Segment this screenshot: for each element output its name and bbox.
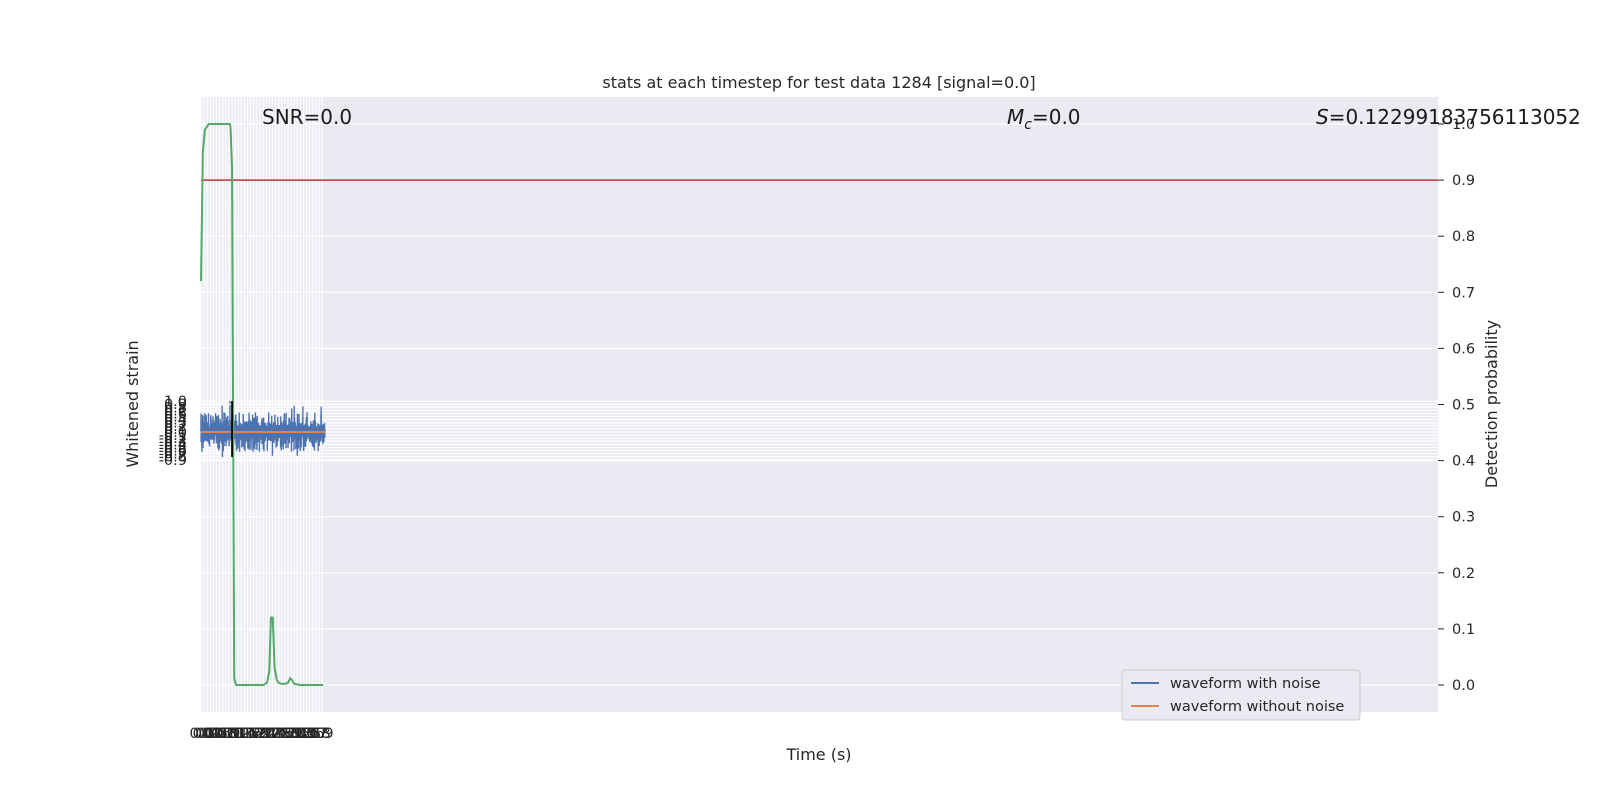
y-tick-label: 0.6 xyxy=(164,406,187,422)
noise-series xyxy=(200,401,326,458)
x-tick-label: 0.1 xyxy=(193,726,216,742)
x-tick-label: 3.1 xyxy=(286,726,309,742)
x-tick-label: 1.9 xyxy=(248,726,271,742)
x-tick-label: 3.9 xyxy=(311,726,334,742)
x-tick-label: 0.3 xyxy=(199,726,222,742)
legend: waveform with noise waveform without noi… xyxy=(1121,669,1361,721)
mc-annotation: Mc=0.0 xyxy=(1007,105,1081,133)
legend-label-clean: waveform without noise xyxy=(1170,699,1344,715)
x-axis-label: Time (s) xyxy=(785,745,851,764)
x-tick-label: 0.4 xyxy=(202,726,225,742)
x-tick-label: 2.2 xyxy=(258,726,281,742)
x-tick-label: 1.0 xyxy=(221,726,244,742)
y-tick-label: 0.8 xyxy=(164,400,187,416)
x-tick-label: 1.6 xyxy=(239,726,262,742)
legend-box xyxy=(1121,669,1361,721)
snr-annotation: SNR=0.0 xyxy=(262,105,352,129)
y2-tick-label: 0.9 xyxy=(1452,173,1475,189)
x-tick-label: 2.7 xyxy=(273,726,296,742)
y2-tick-label: 0.0 xyxy=(1452,678,1475,694)
s-annotation: S=0.12299183756113052 xyxy=(1316,105,1581,129)
y-tick-label: -0.5 xyxy=(159,440,187,456)
x-tick-label: 2.4 xyxy=(264,726,287,742)
x-tick-label: 3.2 xyxy=(289,726,312,742)
x-tick-label: 0.6 xyxy=(208,726,231,742)
x-tick-label: 0.9 xyxy=(217,726,240,742)
y2-tick-label: 0.5 xyxy=(1452,398,1475,414)
y2-tick-label: 0.2 xyxy=(1452,566,1475,582)
y2-tick-label: 0.1 xyxy=(1452,622,1475,638)
y-tick-label: 1.0 xyxy=(164,394,187,410)
y-tick-label: -0.1 xyxy=(159,428,187,444)
y2-tick-label: 0.6 xyxy=(1452,341,1475,357)
x-tick-label: 0.8 xyxy=(214,726,237,742)
y-tick-label: 0.2 xyxy=(164,419,187,435)
x-tick-label: 3.8 xyxy=(307,726,330,742)
y-axis-label: Whitened strain xyxy=(123,340,142,467)
y2-tick-label: 1.0 xyxy=(1452,117,1475,133)
legend-label-noise: waveform with noise xyxy=(1170,676,1321,692)
y-tick-label: -0.2 xyxy=(159,431,187,447)
x-tick-label: 2.3 xyxy=(261,726,284,742)
x-tick-label: 1.4 xyxy=(233,726,256,742)
y2-tick-label: 0.7 xyxy=(1452,285,1475,301)
y2-tick-label: 0.3 xyxy=(1452,510,1475,526)
x-tick-label: 1.2 xyxy=(227,726,250,742)
y-tick-label: 0.0 xyxy=(164,425,187,441)
x-tick-label: 3.0 xyxy=(283,726,306,742)
x-tick-label: 2.1 xyxy=(255,726,278,742)
x-tick-label: 1.7 xyxy=(242,726,265,742)
x-tick-label: 1.5 xyxy=(236,726,259,742)
x-tick-label: 2.5 xyxy=(267,726,290,742)
detection-probability-line xyxy=(200,123,324,686)
x-tick-label: 3.6 xyxy=(301,726,324,742)
x-tick-label: 2.6 xyxy=(270,726,293,742)
x-tick-label: 1.8 xyxy=(245,726,268,742)
x-tick-label: 1.1 xyxy=(224,726,247,742)
x-tick-label: 0.7 xyxy=(211,726,234,742)
y2-tick-label: 0.4 xyxy=(1452,454,1475,470)
y-tick-label: 0.5 xyxy=(164,410,187,426)
y-tick-label: -0.6 xyxy=(159,444,187,460)
x-tick-label: 1.3 xyxy=(230,726,253,742)
x-tick-label: 3.3 xyxy=(292,726,315,742)
y-tick-label: -0.3 xyxy=(159,434,187,450)
x-tick-label: 2.0 xyxy=(252,726,275,742)
x-tick-label: 0.2 xyxy=(196,726,219,742)
ticks: 0.00.10.20.30.40.50.60.70.80.91.01.11.21… xyxy=(159,117,1475,742)
x-tick-label: 0.0 xyxy=(189,726,212,742)
x-tick-label: 3.7 xyxy=(304,726,327,742)
y-tick-label: 0.4 xyxy=(164,413,187,429)
y-tick-label: -0.4 xyxy=(159,437,187,453)
y2-tick-label: 0.8 xyxy=(1452,229,1475,245)
x-tick-label: 3.4 xyxy=(295,726,318,742)
x-tick-label: 0.5 xyxy=(205,726,228,742)
x-tick-label: 2.9 xyxy=(280,726,303,742)
y-tick-label: -0.8 xyxy=(159,450,187,466)
x-tick-label: 3.5 xyxy=(298,726,321,742)
y2-axis-label: Detection probability xyxy=(1482,320,1501,488)
y-tick-label: 0.3 xyxy=(164,416,187,432)
chart-title: stats at each timestep for test data 128… xyxy=(602,73,1035,92)
y-tick-label: 0.9 xyxy=(164,397,187,413)
x-tick-label: 2.8 xyxy=(276,726,299,742)
waveform-with-noise-line xyxy=(200,401,326,458)
y-tick-label: -0.7 xyxy=(159,447,187,463)
y-tick-label: 0.7 xyxy=(164,403,187,419)
y-tick-label: 0.1 xyxy=(164,422,187,438)
y-tick-label: -0.9 xyxy=(159,453,187,469)
